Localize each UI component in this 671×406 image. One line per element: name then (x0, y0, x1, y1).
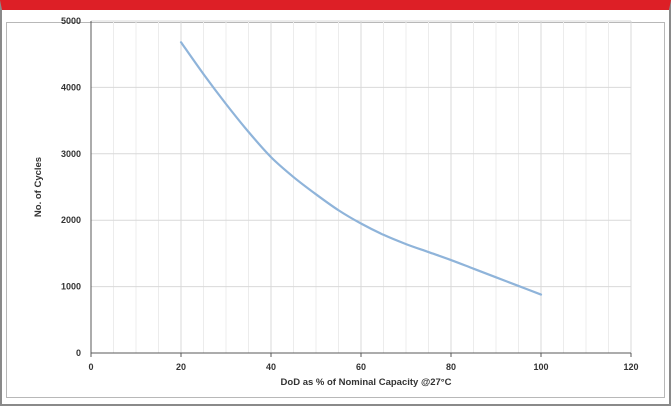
y-tick-label: 1000 (61, 282, 81, 292)
y-tick-label: 0 (76, 348, 81, 358)
y-tick-label: 4000 (61, 82, 81, 92)
x-tick-label: 40 (266, 362, 276, 372)
series-layer (179, 41, 543, 296)
x-tick-label: 100 (533, 362, 548, 372)
y-tick-label: 2000 (61, 215, 81, 225)
minor-gridlines (113, 21, 609, 353)
x-tick-labels: 0 20 40 60 80 100 120 (88, 362, 638, 372)
x-tick-label: 60 (356, 362, 366, 372)
series-line (179, 41, 543, 296)
y-tick-label: 5000 (61, 16, 81, 26)
x-axis-title: DoD as % of Nominal Capacity @27°C (281, 377, 452, 388)
x-tick-label: 20 (176, 362, 186, 372)
y-axis-title: No. of Cycles (33, 157, 44, 217)
chart-panel (6, 22, 665, 398)
x-tick-label: 80 (446, 362, 456, 372)
y-tick-label: 3000 (61, 149, 81, 159)
x-tick-label: 0 (88, 362, 93, 372)
y-tick-labels: 0 1000 2000 3000 4000 5000 (61, 16, 81, 358)
x-tick-label: 120 (623, 362, 638, 372)
major-gridlines (91, 20, 632, 353)
axes (90, 21, 632, 357)
